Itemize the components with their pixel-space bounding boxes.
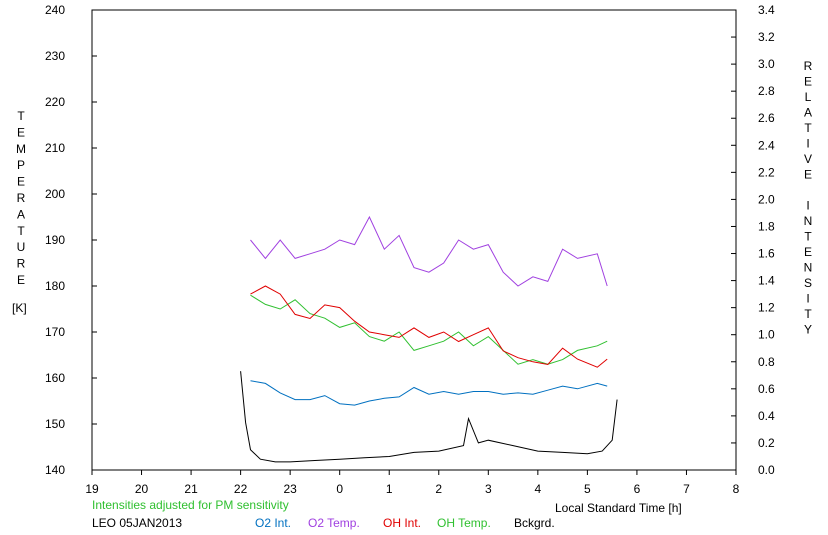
left-axis-letter: R xyxy=(17,257,26,271)
left-tick-label: 190 xyxy=(45,233,65,247)
left-axis-unit: [K] xyxy=(12,301,27,315)
site-date: LEO 05JAN2013 xyxy=(92,516,182,530)
right-axis-letter: E xyxy=(804,245,812,259)
note-text: Intensities adjusted for PM sensitivity xyxy=(92,498,289,512)
right-axis-letter: R xyxy=(804,59,813,73)
right-tick-label: 0.2 xyxy=(758,436,775,450)
x-tick-label: 7 xyxy=(683,482,690,496)
left-tick-label: 150 xyxy=(45,417,65,431)
right-tick-label: 3.4 xyxy=(758,3,775,17)
left-axis-letter: A xyxy=(17,207,25,221)
left-tick-label: 220 xyxy=(45,95,65,109)
x-tick-label: 3 xyxy=(485,482,492,496)
left-axis-letter: R xyxy=(17,191,26,205)
right-axis-letter: I xyxy=(806,199,809,213)
x-tick-label: 1 xyxy=(386,482,393,496)
right-axis-letter: I xyxy=(806,292,809,306)
left-axis-letter: T xyxy=(17,109,25,123)
right-axis-letter: N xyxy=(804,261,813,275)
left-axis-letter: T xyxy=(17,224,25,238)
right-axis-ticks: 0.0 0.2 0.4 0.6 0.8 1.0 1.2 1.4 1.6 1.8 2.0 2.2 2.4 2… xyxy=(731,3,775,477)
left-axis-letter: P xyxy=(17,158,25,172)
x-axis-ticks: 19 20 21 22 23 0 1 2 3 4 5 6 7 8 xyxy=(85,470,740,496)
right-tick-label: 0.6 xyxy=(758,382,775,396)
x-tick-label: 22 xyxy=(234,482,248,496)
x-tick-label: 0 xyxy=(336,482,343,496)
right-axis-letter: L xyxy=(805,90,812,104)
legend-item-o2temp: O2 Temp. xyxy=(308,516,360,530)
left-tick-label: 200 xyxy=(45,187,65,201)
left-axis-letter: E xyxy=(17,175,25,189)
x-tick-label: 8 xyxy=(733,482,740,496)
right-axis-letter: V xyxy=(804,152,812,166)
left-tick-label: 240 xyxy=(45,3,65,17)
right-tick-label: 1.0 xyxy=(758,328,775,342)
left-tick-label: 210 xyxy=(45,141,65,155)
right-axis-letter: Y xyxy=(804,323,812,337)
right-axis-letter: E xyxy=(804,168,812,182)
series-group xyxy=(240,215,618,463)
x-tick-label: 6 xyxy=(634,482,641,496)
series-line-ohint xyxy=(250,285,608,368)
right-tick-label: 2.0 xyxy=(758,192,775,206)
right-axis-letter: T xyxy=(804,230,812,244)
right-tick-label: 1.4 xyxy=(758,274,775,288)
right-tick-label: 1.2 xyxy=(758,301,775,315)
x-tick-label: 20 xyxy=(135,482,149,496)
legend-item-bkg: Bckgrd. xyxy=(514,516,555,530)
series-line-bkg xyxy=(240,371,618,463)
series-line-o2temp xyxy=(250,215,608,287)
left-axis-letter: U xyxy=(17,240,26,254)
left-tick-label: 230 xyxy=(45,49,65,63)
right-axis-letter: N xyxy=(804,214,813,228)
x-tick-label: 4 xyxy=(535,482,542,496)
right-tick-label: 1.8 xyxy=(758,219,775,233)
left-tick-label: 140 xyxy=(45,463,65,477)
x-tick-label: 2 xyxy=(435,482,442,496)
plot-frame xyxy=(91,9,737,471)
series-line-o2int xyxy=(250,380,608,406)
right-axis-letter: S xyxy=(804,276,812,290)
x-tick-label: 5 xyxy=(584,482,591,496)
right-tick-label: 0.4 xyxy=(758,409,775,423)
x-tick-label: 23 xyxy=(283,482,297,496)
legend-item-o2int: O2 Int. xyxy=(255,516,291,530)
right-tick-label: 0.8 xyxy=(758,355,775,369)
left-tick-label: 170 xyxy=(45,325,65,339)
left-axis-letter: M xyxy=(16,142,26,156)
right-tick-label: 3.2 xyxy=(758,30,775,44)
left-axis-letter: E xyxy=(17,273,25,287)
right-axis-letter: T xyxy=(804,307,812,321)
right-tick-label: 2.6 xyxy=(758,111,775,125)
legend-item-ohtemp: OH Temp. xyxy=(437,516,491,530)
right-tick-label: 1.6 xyxy=(758,247,775,261)
right-tick-label: 2.4 xyxy=(758,138,775,152)
legend-item-ohint: OH Int. xyxy=(383,516,421,530)
legend: O2 Int. O2 Temp. OH Int. OH Temp. Bckgrd. xyxy=(255,516,555,530)
right-tick-label: 2.8 xyxy=(758,84,775,98)
right-axis-letter: T xyxy=(804,121,812,135)
right-tick-label: 3.0 xyxy=(758,57,775,71)
left-axis-letter: E xyxy=(17,125,25,139)
x-tick-label: 19 xyxy=(85,482,99,496)
left-tick-label: 160 xyxy=(45,371,65,385)
left-axis-ticks: 140 150 160 170 180 190 200 210 220 230 240 xyxy=(45,3,97,477)
x-tick-label: 21 xyxy=(184,482,198,496)
right-tick-label: 2.2 xyxy=(758,165,775,179)
x-axis-label: Local Standard Time [h] xyxy=(555,501,682,515)
left-tick-label: 180 xyxy=(45,279,65,293)
right-axis-letter: E xyxy=(804,75,812,89)
right-axis-letter: I xyxy=(806,137,809,151)
right-tick-label: 0.0 xyxy=(758,463,775,477)
right-axis-letter: A xyxy=(804,106,812,120)
